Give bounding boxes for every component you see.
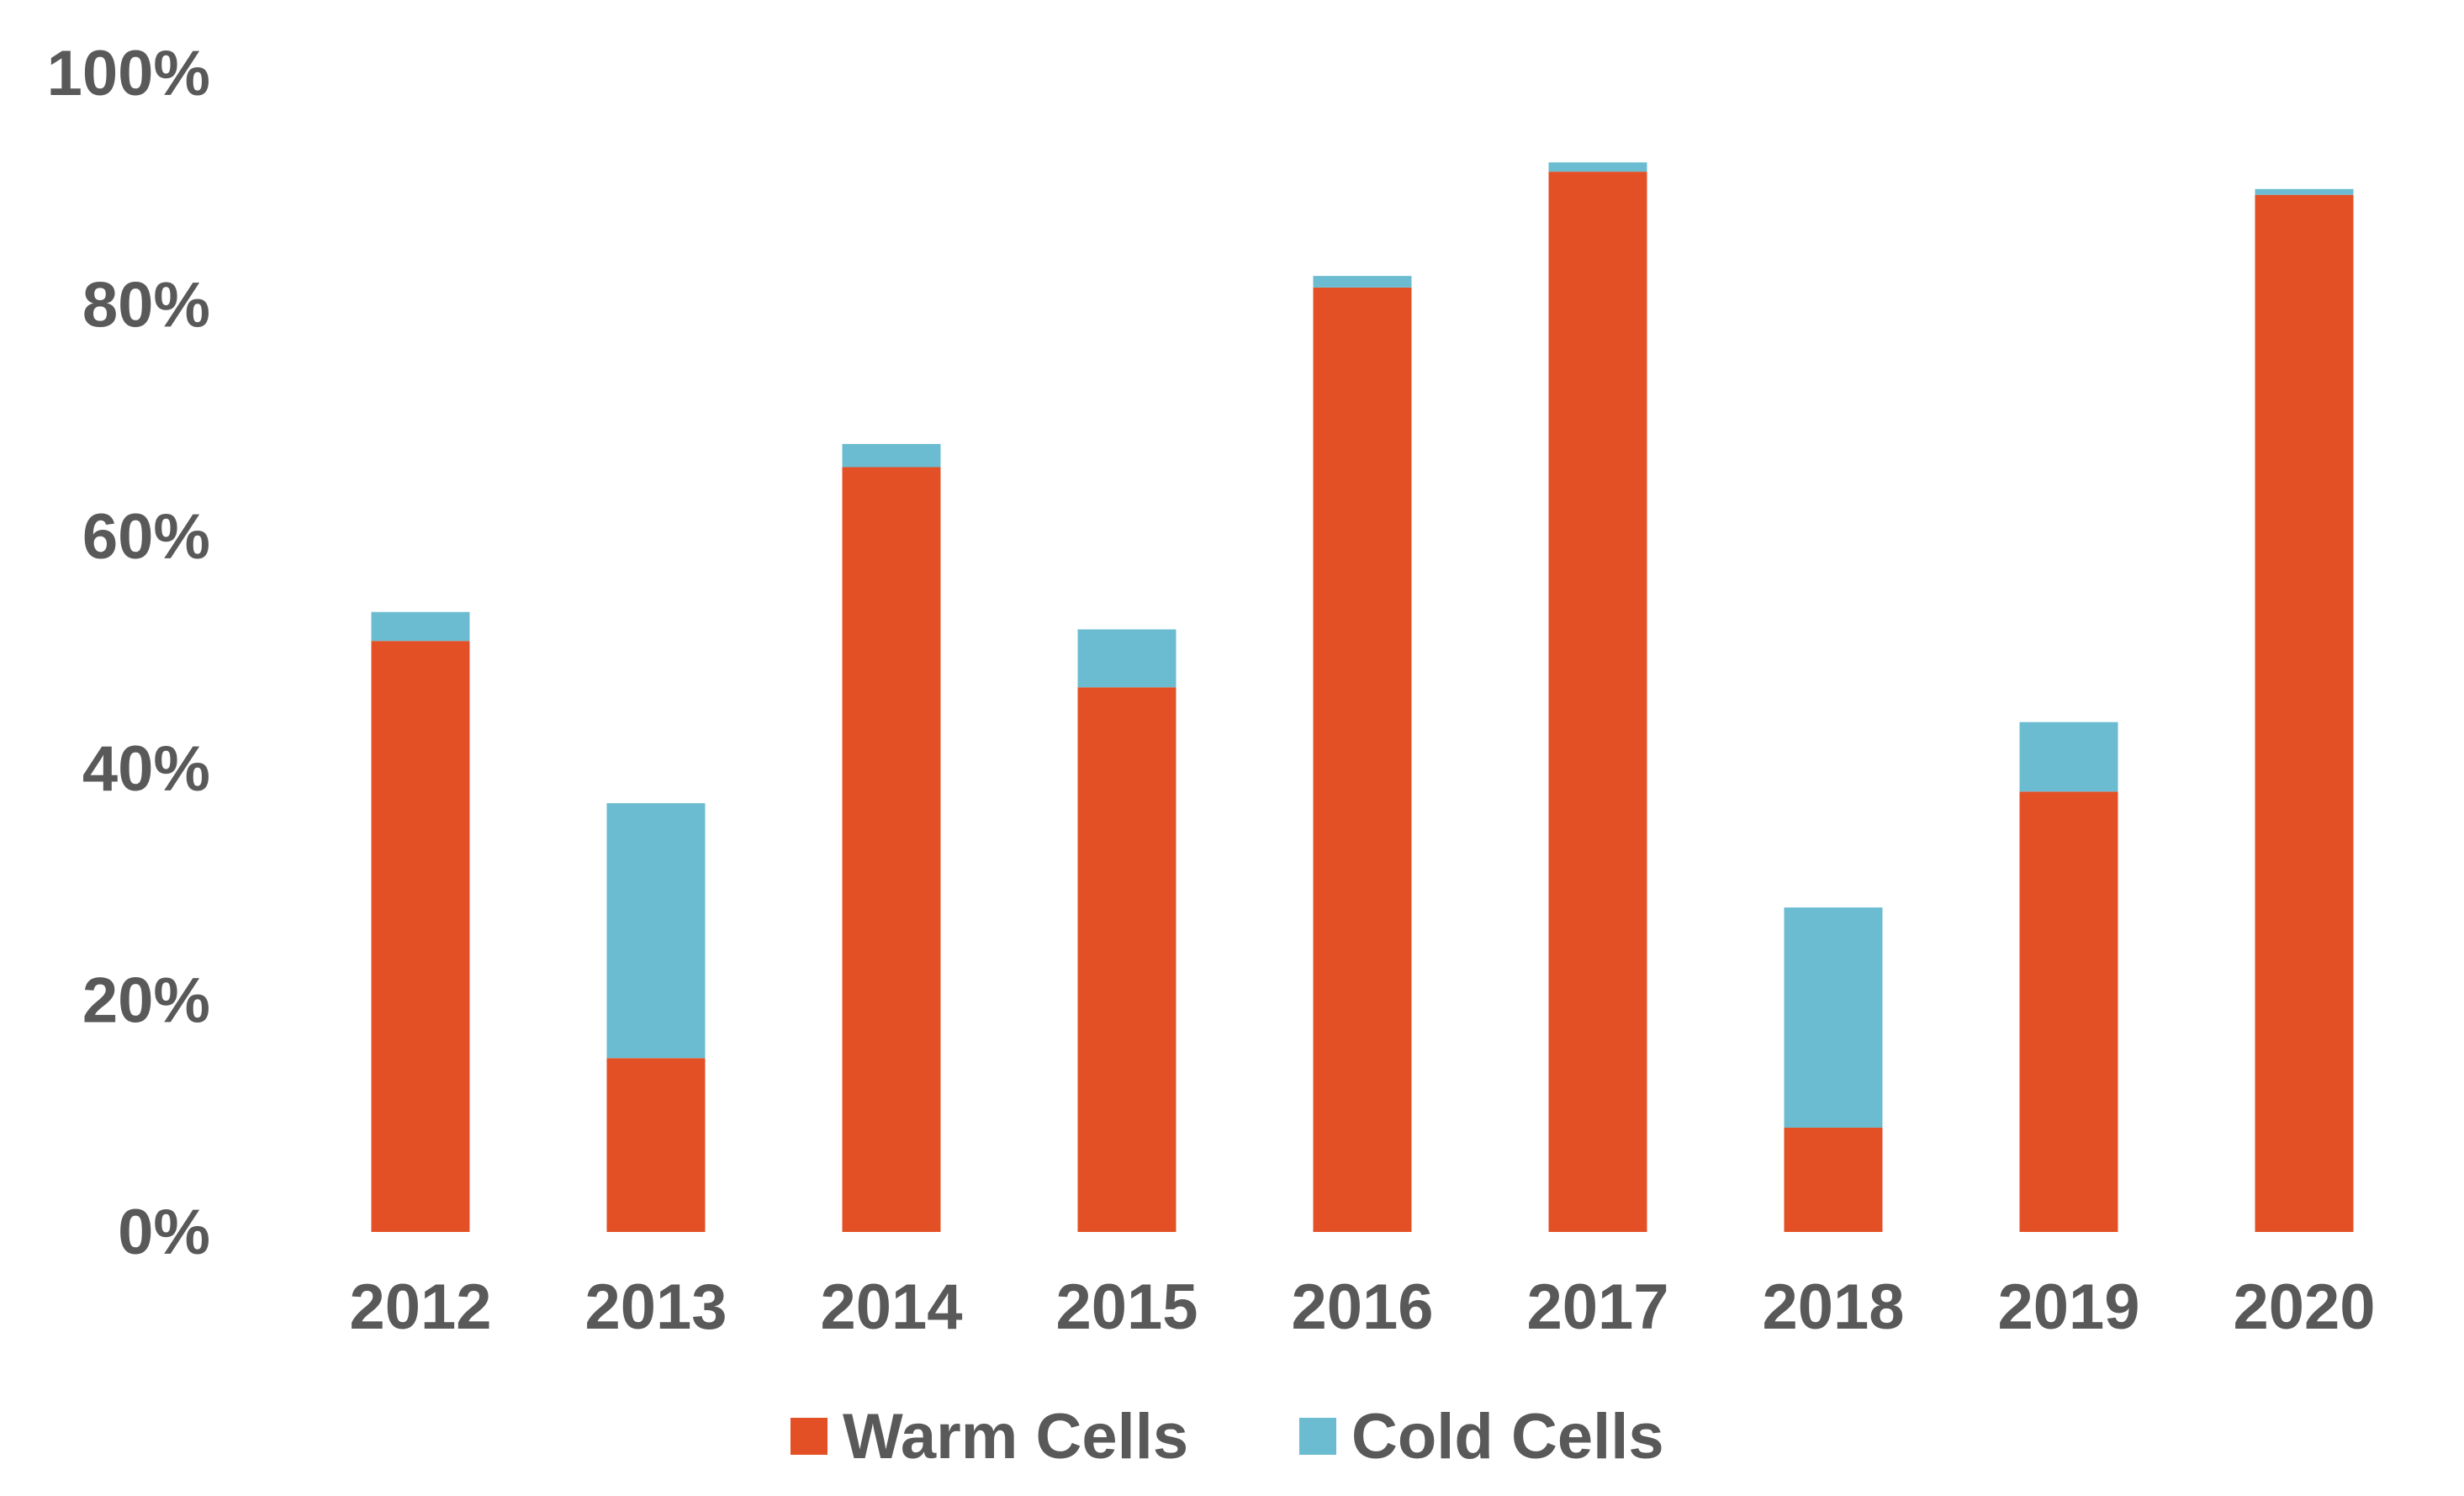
x-tick-label: 2013: [584, 1271, 727, 1343]
x-tick-label: 2017: [1526, 1271, 1668, 1343]
bar-warm-cells-2013: [606, 1058, 706, 1232]
legend-swatch-cold-cells: [1299, 1418, 1336, 1455]
bar-cold-cells-2013: [606, 803, 706, 1059]
bar-warm-cells-2017: [1548, 172, 1647, 1232]
y-axis: 0% 20% 40% 60% 80% 100%: [47, 38, 210, 1268]
plot-area: [371, 162, 2354, 1233]
x-tick-label: 2012: [349, 1271, 491, 1343]
y-tick-label: 0%: [118, 1197, 210, 1268]
bar-cold-cells-2014: [842, 443, 941, 468]
bar-warm-cells-2014: [842, 467, 941, 1232]
x-tick-label: 2019: [1997, 1271, 2139, 1343]
legend-label-warm-cells: Warm Cells: [843, 1401, 1188, 1472]
legend-swatch-warm-cells: [790, 1418, 828, 1455]
x-tick-label: 2018: [1762, 1271, 1904, 1343]
y-tick-label: 100%: [47, 38, 210, 109]
bar-cold-cells-2018: [1784, 907, 1883, 1128]
bar-cold-cells-2017: [1548, 162, 1647, 172]
y-tick-label: 80%: [82, 270, 210, 341]
x-tick-label: 2014: [820, 1271, 962, 1343]
bar-warm-cells-2019: [2019, 791, 2118, 1232]
bar-cold-cells-2015: [1077, 629, 1176, 688]
y-tick-label: 20%: [82, 965, 210, 1036]
bar-warm-cells-2018: [1784, 1127, 1883, 1232]
x-tick-label: 2016: [1291, 1271, 1433, 1343]
x-tick-label: 2020: [2233, 1271, 2375, 1343]
bar-cold-cells-2012: [371, 611, 470, 642]
legend: Warm Cells Cold Cells: [790, 1401, 1664, 1472]
bar-warm-cells-2016: [1313, 287, 1412, 1233]
y-tick-label: 60%: [82, 501, 210, 573]
x-tick-label: 2015: [1055, 1271, 1198, 1343]
y-tick-label: 40%: [82, 733, 210, 805]
x-axis: 2012 2013 2014 2015 2016 2017 2018 2019 2020: [349, 1271, 2375, 1343]
bar-cold-cells-2019: [2019, 722, 2118, 792]
bar-cold-cells-2020: [2255, 188, 2354, 195]
legend-label-cold-cells: Cold Cells: [1351, 1401, 1664, 1472]
bar-warm-cells-2020: [2255, 194, 2354, 1233]
bar-warm-cells-2012: [371, 641, 470, 1232]
bar-warm-cells-2015: [1077, 687, 1176, 1232]
bar-cold-cells-2016: [1313, 276, 1412, 288]
